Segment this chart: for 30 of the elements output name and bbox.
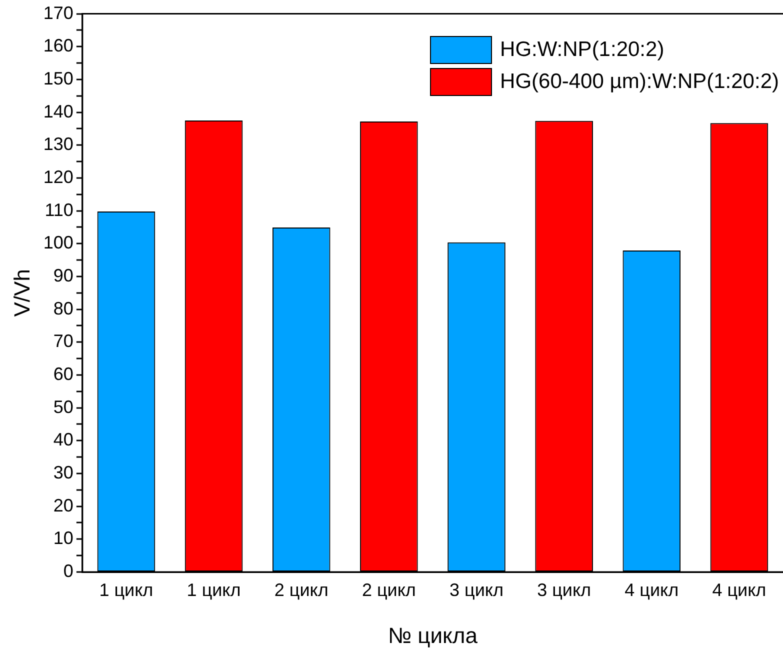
x-axis-title: № цикла	[388, 622, 478, 648]
x-tick-label: 4 цикл	[712, 580, 766, 600]
y-axis-title: V/Vh	[9, 269, 34, 317]
y-tick-label: 0	[63, 560, 74, 581]
x-tick-label: 3 цикл	[537, 580, 592, 600]
y-tick-label: 40	[53, 430, 74, 450]
y-tick-label: 90	[53, 265, 74, 286]
y-tick-label: 120	[43, 166, 74, 187]
y-tick-label: 150	[43, 68, 74, 88]
y-tick-label: 60	[53, 364, 74, 384]
y-tick-label: 20	[53, 495, 74, 516]
x-tick-label: 1 цикл	[186, 580, 241, 600]
x-tick-label: 2 цикл	[274, 580, 328, 600]
y-tick-label: 140	[43, 101, 74, 122]
x-tick-label: 2 цикл	[362, 580, 416, 600]
x-tick-label: 1 цикл	[99, 580, 154, 600]
x-tick-label: 4 цикл	[624, 580, 679, 600]
y-tick-label: 130	[43, 134, 74, 154]
y-tick-label: 30	[53, 462, 74, 482]
x-tick-label: 3 цикл	[450, 580, 504, 600]
y-tick-label: 10	[53, 528, 74, 548]
y-tick-label: 70	[53, 331, 74, 352]
y-tick-label: 110	[44, 200, 74, 220]
legend-label: HG(60-400 µm):W:NP(1:20:2)	[500, 70, 779, 94]
y-tick-label: 170	[43, 2, 74, 23]
legend-label: HG:W:NP(1:20:2)	[500, 38, 664, 62]
y-tick-label: 100	[43, 232, 74, 253]
y-tick-label: 50	[53, 396, 74, 417]
y-tick-label: 80	[53, 298, 74, 318]
y-tick-label: 160	[43, 36, 74, 56]
